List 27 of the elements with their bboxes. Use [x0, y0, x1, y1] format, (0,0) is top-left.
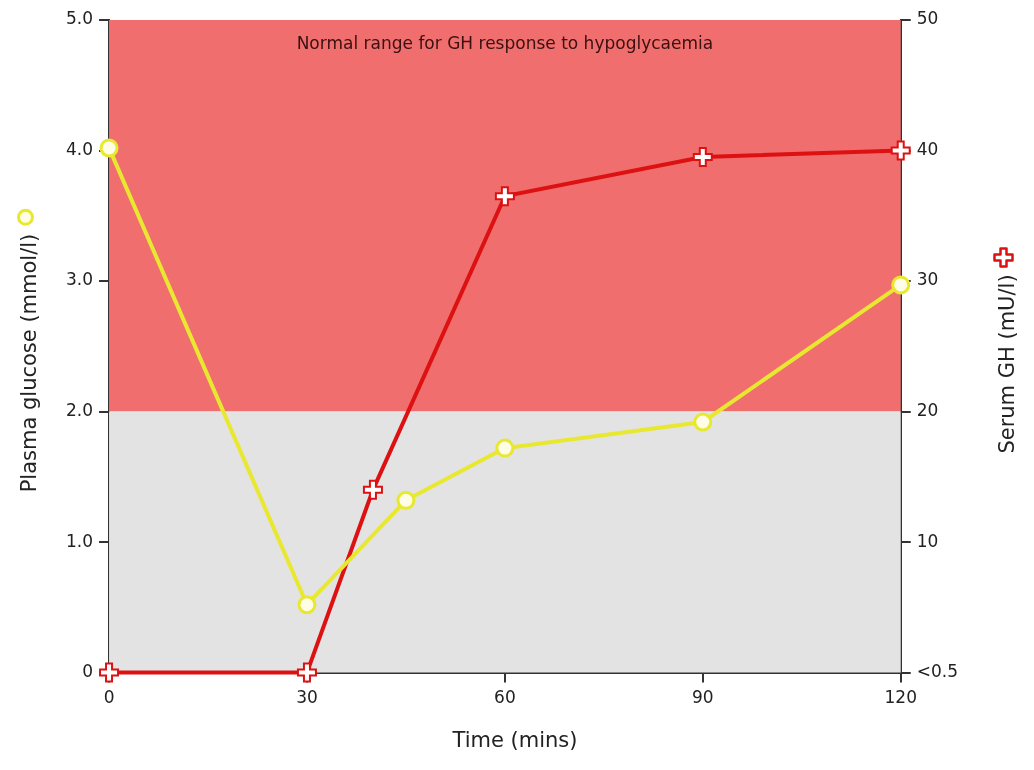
point — [297, 595, 317, 615]
x-tick-label: 30 — [296, 687, 318, 708]
x-tick-label: 90 — [691, 687, 714, 708]
y2-tick-label: 20 — [916, 399, 939, 420]
y-tick-label: 0 — [82, 661, 94, 682]
y2-tick-label: 40 — [916, 138, 939, 159]
y-tick-label: 2.0 — [65, 399, 94, 420]
point — [99, 138, 119, 158]
x-axis-title: Time (mins) — [452, 728, 578, 752]
point — [396, 490, 416, 510]
y2-tick-label: 50 — [916, 8, 939, 29]
y-tick-label: 1.0 — [65, 530, 94, 551]
point — [495, 438, 515, 458]
point — [693, 412, 713, 432]
point — [891, 275, 911, 295]
y2-axis-title: Serum GH (mU/l) — [994, 274, 1018, 454]
y-tick-label: 4.0 — [65, 138, 94, 159]
band-label: Normal range for GH response to hypoglycaemia — [296, 32, 714, 53]
y2-tick-label: 10 — [916, 530, 939, 551]
y2-tick-label: 30 — [916, 269, 939, 290]
x-tick-label: 0 — [103, 687, 115, 708]
x-tick-label: 60 — [494, 687, 516, 708]
y-tick-label: 5.0 — [65, 8, 94, 29]
y2-tick-label: <0.5 — [916, 661, 958, 682]
y-tick-label: 3.0 — [65, 269, 94, 290]
x-tick-label: 120 — [884, 687, 917, 708]
y-axis-title: Plasma glucose (mmol/l) — [16, 233, 40, 493]
